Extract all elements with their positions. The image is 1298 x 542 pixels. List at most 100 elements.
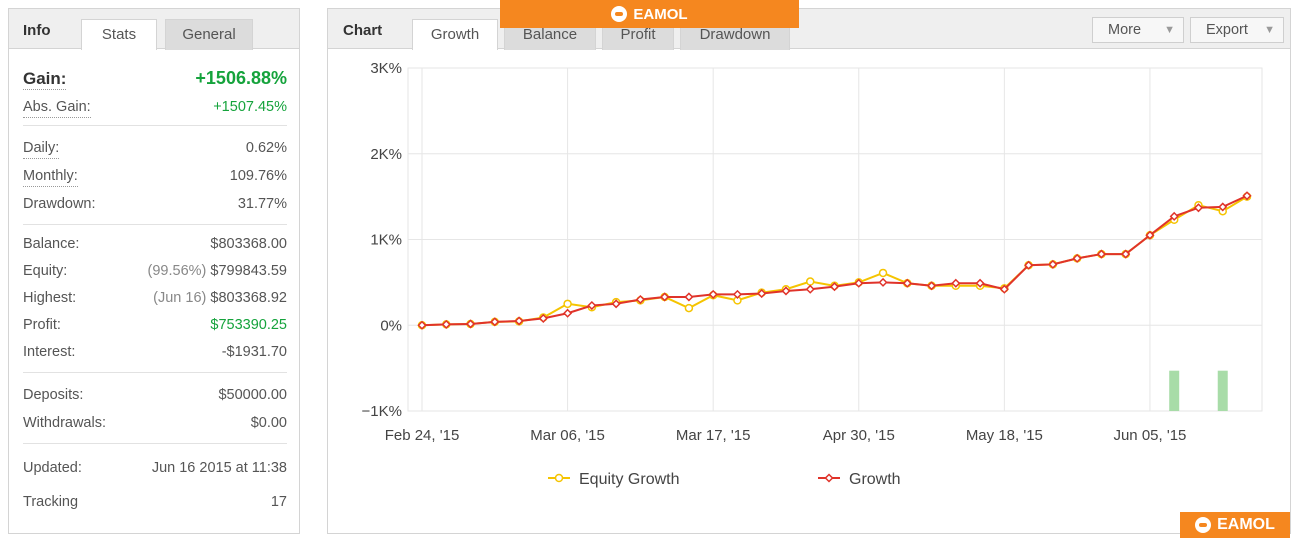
- watermark-text: EAMOL: [633, 5, 688, 23]
- daily-value: 0.62%: [245, 140, 287, 156]
- growth-point: [417, 320, 427, 330]
- export-label: Export: [1206, 22, 1248, 38]
- profit-row: Profit: $753390.25: [23, 312, 287, 339]
- growth-point: [854, 278, 864, 288]
- balance-row: Balance: $803368.00: [23, 231, 287, 258]
- abs-gain-value: +1507.45%: [213, 99, 287, 115]
- growth-point: [514, 316, 524, 326]
- equity-hint: (99.56%): [147, 263, 207, 279]
- growth-point: [563, 308, 573, 318]
- tab-stats[interactable]: Stats: [81, 19, 157, 50]
- growth-point: [708, 289, 718, 299]
- growth-point: [926, 281, 937, 291]
- growth-point: [1193, 203, 1204, 213]
- legend-growth-marker: [824, 473, 834, 483]
- growth-point: [975, 278, 985, 288]
- x-tick-label: Mar 17, '15: [676, 427, 751, 444]
- growth-point: [1121, 249, 1131, 259]
- x-tick-label: May 18, '15: [966, 427, 1043, 444]
- y-tick-label: 3K%: [370, 60, 402, 77]
- growth-point: [1024, 260, 1034, 270]
- meta-section: Updated: Jun 16 2015 at 11:38 Tracking 1…: [23, 444, 287, 524]
- logo-icon: [611, 6, 628, 22]
- profit-value: $753390.25: [210, 317, 287, 333]
- highest-row: Highest: (Jun 16) $803368.92: [23, 285, 287, 312]
- growth-point: [1072, 253, 1082, 263]
- abs-gain-row: Abs. Gain: +1507.45%: [23, 93, 287, 121]
- brand-logo: EAMOL: [1180, 512, 1290, 538]
- chevron-down-icon: ▼: [1264, 24, 1275, 36]
- more-label: More: [1108, 22, 1142, 38]
- gain-section: Gain: +1506.88% Abs. Gain: +1507.45%: [23, 49, 287, 126]
- y-tick-label: 2K%: [370, 146, 402, 163]
- growth-point: [1145, 230, 1155, 240]
- info-body: Gain: +1506.88% Abs. Gain: +1507.45% Dai…: [9, 49, 299, 524]
- tab-growth[interactable]: Growth: [412, 19, 498, 50]
- withdrawals-value: $0.00: [250, 415, 287, 431]
- interest-row: Interest: -$1931.70: [23, 339, 287, 366]
- drawdown-value: 31.77%: [237, 196, 287, 212]
- abs-gain-label: Abs. Gain:: [23, 97, 91, 118]
- equity-growth-point: [563, 299, 572, 309]
- equity-row: Equity: (99.56%) $799843.59: [23, 258, 287, 285]
- deposits-row: Deposits: $50000.00: [23, 381, 287, 409]
- growth-point: [781, 286, 791, 296]
- growth-point: [878, 277, 888, 287]
- growth-point: [902, 278, 912, 288]
- highest-value: $803368.92: [210, 290, 287, 306]
- info-tabs: Info Stats General: [9, 9, 299, 50]
- more-dropdown[interactable]: More ▼: [1092, 17, 1184, 43]
- growth-point: [805, 284, 815, 294]
- deposits-value: $50000.00: [218, 387, 287, 403]
- growth-point: [1048, 259, 1058, 269]
- growth-line: [421, 194, 1248, 327]
- updated-row: Updated: Jun 16 2015 at 11:38: [23, 452, 287, 484]
- profit-label: Profit:: [23, 317, 61, 333]
- growth-point: [611, 299, 621, 309]
- updated-value: Jun 16 2015 at 11:38: [151, 460, 287, 476]
- tab-general[interactable]: General: [165, 19, 253, 50]
- growth-point: [1242, 191, 1252, 201]
- y-tick-label: 1K%: [370, 232, 402, 249]
- brand-logo-text: EAMOL: [1217, 516, 1275, 533]
- chart-panel: Chart Growth Balance Profit Drawdown Mor…: [327, 8, 1291, 534]
- chart-bar: [1169, 370, 1180, 411]
- interest-value: -$1931.70: [221, 344, 287, 360]
- logo-icon: [1195, 517, 1212, 533]
- deposits-label: Deposits:: [23, 387, 84, 403]
- equity-growth-point: [805, 277, 815, 286]
- growth-point: [490, 317, 500, 327]
- x-tick-label: Jun 05, '15: [1113, 427, 1186, 444]
- legend-equity-growth-marker: [554, 473, 564, 483]
- gain-value: +1506.88%: [195, 68, 287, 88]
- tracking-value: 17: [270, 494, 287, 510]
- chevron-down-icon: ▼: [1164, 24, 1175, 36]
- growth-point: [999, 284, 1009, 294]
- funds-section: Deposits: $50000.00 Withdrawals: $0.00: [23, 373, 287, 444]
- equity-growth-point: [684, 303, 694, 313]
- withdrawals-row: Withdrawals: $0.00: [23, 409, 287, 437]
- growth-point: [732, 289, 743, 299]
- interest-label: Interest:: [23, 344, 76, 360]
- growth-point: [587, 300, 597, 311]
- highest-hint: (Jun 16): [153, 290, 207, 306]
- balance-label: Balance:: [23, 236, 80, 252]
- gain-row: Gain: +1506.88%: [23, 61, 287, 93]
- legend-growth-label: Growth: [849, 471, 901, 488]
- withdrawals-label: Withdrawals:: [23, 415, 106, 431]
- balance-value: $803368.00: [210, 236, 287, 252]
- monthly-value: 109.76%: [229, 168, 287, 184]
- gain-label: Gain:: [23, 69, 67, 90]
- y-tick-label: 0%: [380, 317, 402, 334]
- drawdown-label: Drawdown:: [23, 196, 96, 212]
- growth-point: [538, 313, 548, 323]
- chart-bar: [1217, 370, 1228, 411]
- growth-point: [684, 292, 694, 302]
- x-tick-label: Apr 30, '15: [823, 427, 895, 444]
- growth-point: [829, 282, 840, 292]
- export-dropdown[interactable]: Export ▼: [1190, 17, 1284, 43]
- daily-row: Daily: 0.62%: [23, 134, 287, 162]
- equity-growth-point: [878, 268, 888, 278]
- updated-label: Updated:: [23, 460, 82, 476]
